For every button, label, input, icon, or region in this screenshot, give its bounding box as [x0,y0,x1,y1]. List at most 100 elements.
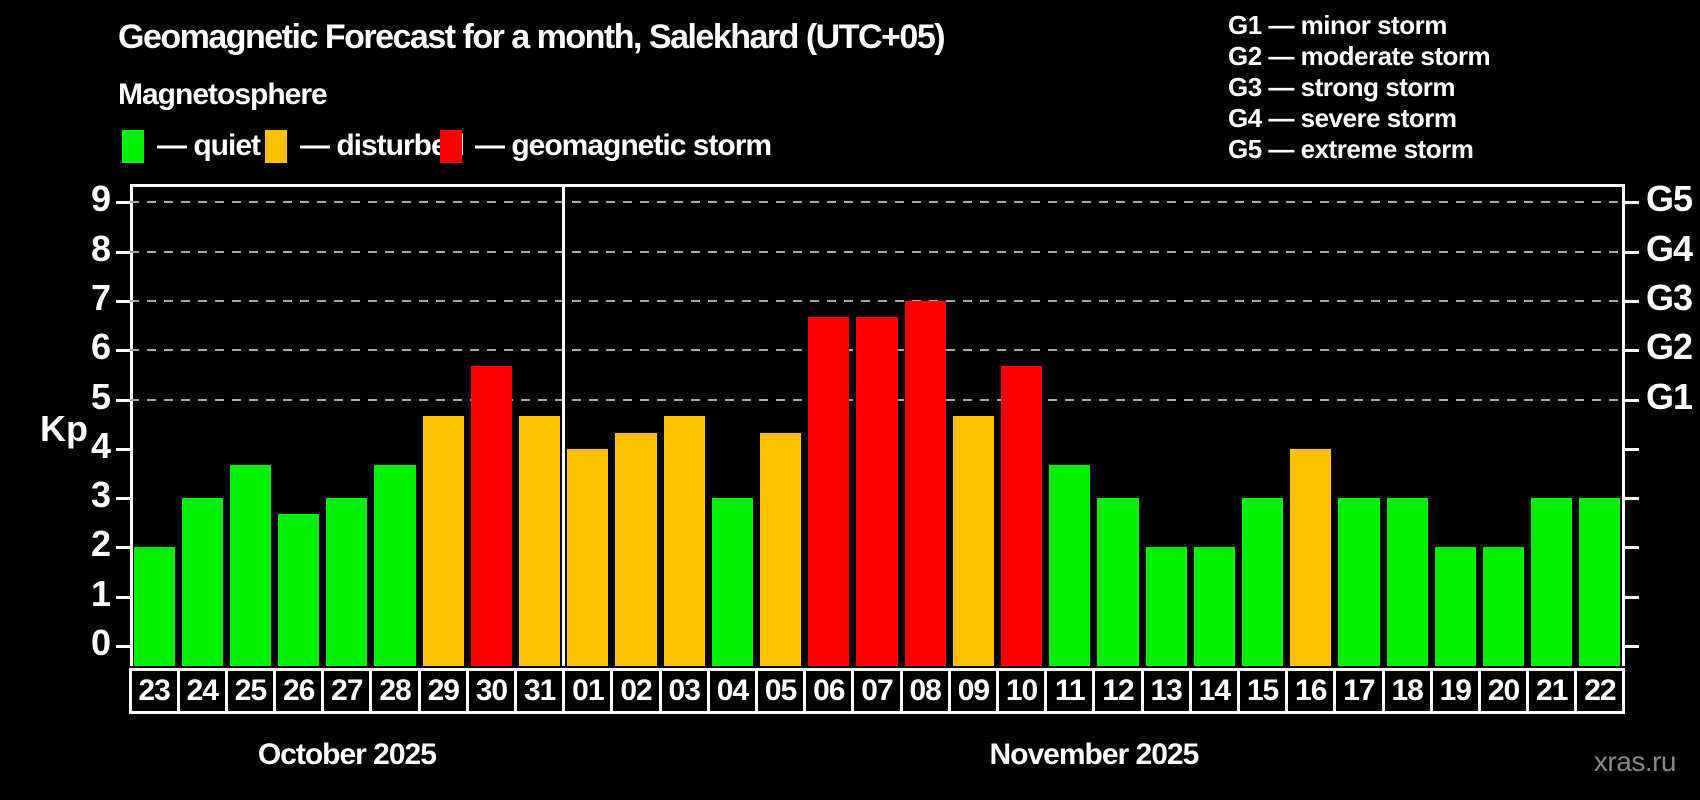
right-axis-label-G3: G3 [1646,276,1693,318]
y-tick-right-2 [1625,546,1639,550]
g4-legend-line: G4 — severe storm [1228,103,1457,133]
kp-bar-oct-25 [229,465,272,666]
kp-bar-nov-05 [760,432,802,666]
x-label-box-20: 20 [1477,668,1530,714]
x-label-box-24: 24 [176,668,228,714]
x-label-box-18: 18 [1381,668,1433,714]
kp-bar-oct-29 [422,415,464,666]
kp-bar-oct-30 [470,366,513,666]
legend-item-quiet: — quiet [122,129,261,163]
kp-bar-nov-08 [904,300,946,666]
x-label-box-25: 25 [224,668,277,714]
gridline-kp9 [130,201,1624,204]
y-tick-label-4: 4 [90,424,111,466]
kp-bar-nov-13 [1145,547,1187,666]
g-scale-legend: G1 — minor storm G2 — moderate storm G3 … [1228,10,1491,165]
x-label-box-28: 28 [369,668,421,714]
y-tick-left-2 [116,546,130,550]
kp-bar-nov-06 [808,317,850,666]
kp-bar-nov-18 [1386,498,1428,666]
kp-bar-nov-22 [1579,498,1621,666]
kp-bar-nov-09 [952,415,994,666]
storm-color-swatch [440,129,462,163]
x-label-box-17: 17 [1333,668,1385,714]
kp-bar-nov-03 [663,415,705,666]
y-tick-label-9: 9 [90,178,111,220]
y-tick-right-1 [1625,595,1639,599]
plot-right-border [1622,184,1625,666]
y-tick-left-9 [116,201,130,205]
g1-legend-line: G1 — minor storm [1228,10,1447,40]
kp-bar-nov-10 [1000,366,1043,666]
x-label-box-26: 26 [273,668,325,714]
kp-bar-oct-23 [133,547,175,666]
y-axis-title-kp: Kp [40,408,88,449]
kp-bar-oct-31 [519,415,561,666]
y-tick-left-5 [116,398,130,402]
x-label-box-31: 31 [514,668,566,714]
kp-bar-nov-04 [711,498,753,666]
kp-bar-nov-21 [1531,498,1573,666]
kp-bar-oct-28 [374,465,416,666]
x-label-box-02: 02 [610,668,662,714]
kp-bar-nov-16 [1290,448,1332,666]
plot-left-border [130,184,133,666]
month-label-october: October 2025 [257,738,437,771]
y-tick-right-7 [1625,299,1639,303]
legend-label-quiet: — quiet [157,129,261,162]
x-label-box-12: 12 [1092,668,1144,714]
y-tick-left-0 [116,645,130,648]
kp-bar-nov-02 [615,432,657,666]
month-label-november: November 2025 [989,738,1199,771]
y-tick-left-4 [116,447,130,451]
page-title: Geomagnetic Forecast for a month, Salekh… [118,18,946,56]
kp-bar-nov-14 [1193,547,1235,666]
kp-bar-oct-27 [326,498,368,666]
x-label-box-04: 04 [706,668,758,714]
right-axis-label-G2: G2 [1646,326,1693,368]
y-tick-right-3 [1625,497,1639,501]
x-label-box-15: 15 [1236,668,1289,714]
x-label-box-06: 06 [803,668,855,714]
y-tick-label-6: 6 [90,326,111,368]
legend-item-storm: — geomagnetic storm [440,129,772,163]
g2-legend-line: G2 — moderate storm [1228,41,1491,71]
y-tick-label-5: 5 [90,375,111,417]
plot-top-border [130,184,1624,187]
kp-bar-nov-11 [1049,465,1091,666]
legend-item-disturbed: — disturbed [265,129,465,163]
subtitle-magnetosphere: Magnetosphere [118,78,328,111]
quiet-color-swatch [122,129,144,163]
y-tick-right-5 [1625,398,1639,402]
y-tick-right-6 [1625,349,1639,353]
x-label-box-01: 01 [562,668,614,714]
x-label-box-29: 29 [417,668,469,714]
y-tick-left-1 [116,595,130,599]
right-axis-label-G5: G5 [1646,178,1693,220]
y-tick-right-4 [1625,447,1639,451]
kp-bar-nov-20 [1482,547,1525,666]
x-label-box-05: 05 [755,668,807,714]
y-tick-label-2: 2 [90,523,111,565]
g3-legend-line: G3 — strong storm [1228,72,1455,102]
kp-bar-nov-19 [1434,547,1476,666]
x-label-box-21: 21 [1526,668,1578,714]
x-label-box-09: 09 [947,668,999,714]
month-separator-line [562,184,566,666]
x-label-box-11: 11 [1044,668,1096,714]
y-tick-right-8 [1625,250,1639,254]
x-label-box-19: 19 [1429,668,1481,714]
x-label-box-27: 27 [321,668,373,714]
kp-bar-nov-01 [567,448,609,666]
x-label-box-14: 14 [1188,668,1240,714]
legend-label-disturbed: — disturbed [300,129,465,162]
x-label-box-10: 10 [995,668,1048,714]
right-axis-label-G1: G1 [1646,375,1693,417]
kp-bar-oct-26 [278,514,320,666]
x-label-box-08: 08 [899,668,951,714]
y-tick-left-8 [116,250,130,254]
y-tick-label-1: 1 [90,572,111,614]
x-label-box-03: 03 [658,668,710,714]
y-tick-label-8: 8 [90,227,111,269]
